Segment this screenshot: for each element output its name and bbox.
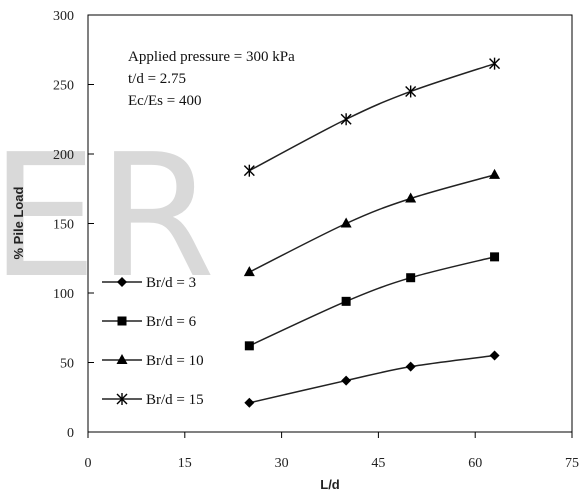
series-line bbox=[248, 174, 495, 273]
x-tick-label: 0 bbox=[85, 456, 92, 471]
legend: Br/d = 3 Br/d = 6 Br/d = 10 Br/d = 15 bbox=[102, 275, 204, 408]
legend-label: Br/d = 10 bbox=[146, 353, 204, 369]
data-point bbox=[406, 273, 416, 283]
x-axis: 0 15 30 45 60 75 bbox=[85, 432, 579, 471]
series-line bbox=[249, 256, 495, 347]
legend-item: Br/d = 15 bbox=[102, 392, 204, 408]
annotation-line: Ec/Es = 400 bbox=[128, 93, 201, 109]
data-point bbox=[341, 296, 351, 306]
x-tick-label: 45 bbox=[371, 456, 385, 471]
data-point bbox=[405, 361, 416, 372]
data-point bbox=[244, 341, 254, 351]
y-tick-label: 300 bbox=[53, 9, 74, 24]
x-axis-label: L/d bbox=[320, 477, 340, 492]
data-point bbox=[244, 397, 255, 408]
data-point bbox=[489, 57, 501, 70]
y-tick-label: 50 bbox=[60, 357, 74, 372]
y-tick-label: 0 bbox=[67, 426, 74, 441]
legend-label: Br/d = 3 bbox=[146, 275, 196, 291]
data-point bbox=[405, 192, 417, 203]
y-tick-label: 250 bbox=[53, 79, 74, 94]
series-line bbox=[248, 62, 495, 172]
legend-label: Br/d = 6 bbox=[146, 314, 197, 330]
x-tick-label: 75 bbox=[565, 456, 579, 471]
series-3 bbox=[243, 168, 501, 277]
series-1 bbox=[244, 350, 500, 408]
y-axis: 0 50 100 150 200 250 300 bbox=[53, 9, 94, 441]
series-layer bbox=[243, 57, 501, 408]
legend-label: Br/d = 15 bbox=[146, 392, 204, 408]
data-point bbox=[243, 266, 255, 277]
legend-marker bbox=[117, 277, 127, 287]
data-point bbox=[405, 85, 417, 98]
annotation-line: t/d = 2.75 bbox=[128, 71, 186, 87]
series-2 bbox=[244, 252, 500, 351]
annotation-box: Applied pressure = 300 kPa t/d = 2.75 Ec/E… bbox=[128, 49, 295, 109]
y-tick-label: 100 bbox=[53, 287, 74, 302]
legend-item: Br/d = 6 bbox=[102, 314, 197, 330]
legend-item: Br/d = 10 bbox=[102, 353, 204, 369]
data-point bbox=[489, 168, 501, 179]
y-tick-label: 200 bbox=[53, 148, 74, 163]
x-tick-label: 15 bbox=[178, 456, 192, 471]
series-4 bbox=[243, 57, 501, 177]
y-tick-label: 150 bbox=[53, 218, 74, 233]
y-axis-label: % Pile Load bbox=[11, 186, 26, 259]
data-point bbox=[340, 113, 352, 126]
watermark: ER bbox=[0, 118, 216, 316]
legend-marker bbox=[116, 393, 128, 405]
data-point bbox=[340, 217, 352, 228]
x-tick-label: 60 bbox=[468, 456, 482, 471]
data-point bbox=[489, 350, 500, 361]
x-tick-label: 30 bbox=[275, 456, 289, 471]
data-point bbox=[341, 375, 352, 386]
annotation-line: Applied pressure = 300 kPa bbox=[128, 49, 295, 65]
data-point bbox=[243, 164, 255, 177]
data-point bbox=[490, 252, 500, 262]
series-line bbox=[249, 354, 495, 404]
legend-marker bbox=[117, 316, 127, 326]
legend-marker bbox=[116, 354, 128, 364]
legend-item: Br/d = 3 bbox=[102, 275, 196, 291]
